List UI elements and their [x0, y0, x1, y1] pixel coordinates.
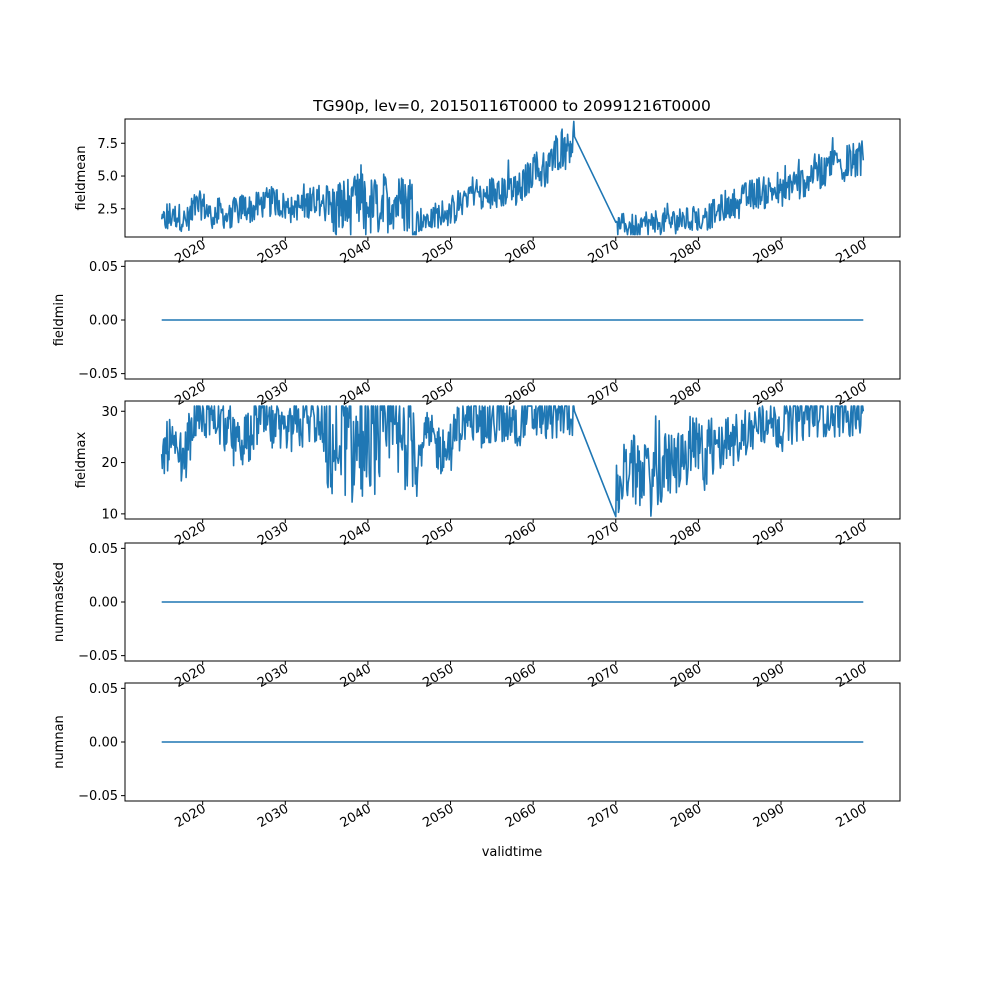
nummasked-ytick-label: −0.05	[78, 649, 118, 664]
numnan-ytick-label: 0.00	[89, 736, 118, 751]
fieldmean-ytick-label: 7.5	[97, 137, 118, 152]
fieldmean-ytick-label: 2.5	[97, 202, 118, 217]
x-axis-label: validtime	[482, 845, 543, 860]
fieldmin-ytick-label: −0.05	[78, 367, 118, 382]
fieldmax-line	[160, 405, 865, 518]
numnan-ytick-label: −0.05	[78, 789, 118, 804]
fieldmean-line	[160, 120, 865, 236]
numnan-ylabel: numnan	[52, 715, 67, 769]
fieldmax-axes-frame	[124, 400, 901, 520]
fieldmax-ytick-label: 10	[101, 507, 118, 522]
nummasked-ylabel: nummasked	[52, 562, 67, 642]
fieldmean-axes-frame	[124, 118, 901, 238]
numnan-ytick-label: 0.05	[89, 682, 118, 697]
chart-title: TG90p, lev=0, 20150116T0000 to 20991216T…	[312, 97, 711, 115]
fieldmin-ylabel: fieldmin	[52, 294, 67, 347]
fieldmin-ytick-label: 0.05	[89, 260, 118, 275]
fieldmax-ytick-label: 20	[101, 456, 118, 471]
fieldmax-ylabel: fieldmax	[74, 432, 89, 489]
fieldmean-ylabel: fieldmean	[74, 146, 89, 211]
fieldmin-ytick-label: 0.00	[89, 314, 118, 329]
fieldmean-ytick-label: 5.0	[97, 170, 118, 185]
nummasked-ytick-label: 0.05	[89, 542, 118, 557]
nummasked-ytick-label: 0.00	[89, 596, 118, 611]
fieldmax-ytick-label: 30	[101, 405, 118, 420]
